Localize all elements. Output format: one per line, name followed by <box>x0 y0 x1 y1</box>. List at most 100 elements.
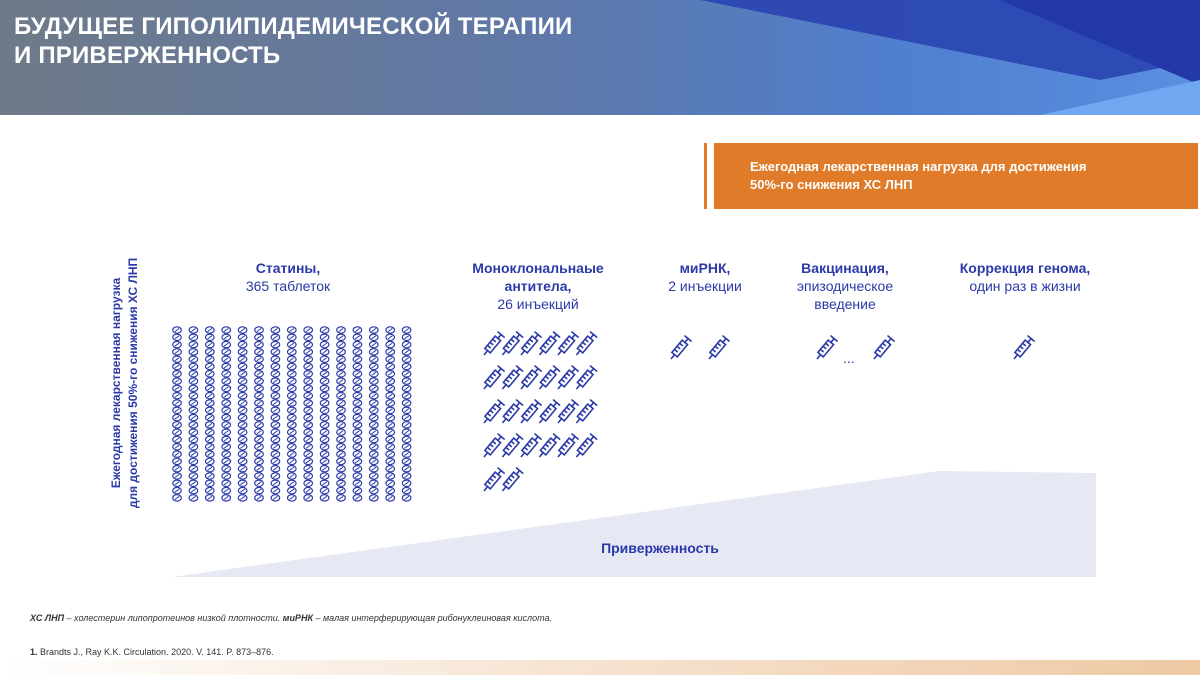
pill-icon <box>204 464 215 473</box>
pill-icon <box>286 362 297 371</box>
pill-icon <box>237 428 248 437</box>
syringe-icon <box>502 331 524 356</box>
pill-icon <box>221 450 232 458</box>
pill-icon <box>336 486 346 495</box>
pill-icon <box>270 369 281 378</box>
pill-icon <box>172 362 182 371</box>
pill-icon <box>270 494 281 502</box>
syringe-icon <box>502 365 524 390</box>
pill-icon <box>336 494 346 502</box>
pill-icon <box>368 421 379 429</box>
pill-icon <box>188 355 199 364</box>
pill-icon <box>303 421 314 429</box>
pill-icon <box>352 348 363 356</box>
pill-icon <box>319 486 330 495</box>
pill-icon <box>319 464 330 473</box>
syringe-icon <box>502 399 524 424</box>
pill-icon <box>368 377 379 385</box>
pill-icon <box>286 443 297 451</box>
pill-icon <box>172 421 182 429</box>
category-sirna: миРНК, 2 инъекции <box>668 260 742 294</box>
pill-icon <box>172 472 182 480</box>
pill-icon <box>270 428 281 437</box>
syringe-icon <box>539 365 561 390</box>
pill-icon <box>336 377 346 385</box>
pill-icon <box>254 362 264 371</box>
pill-icon <box>286 421 297 429</box>
pill-icon <box>172 384 182 393</box>
pill-icon <box>270 326 281 334</box>
pill-icon <box>286 486 297 495</box>
pill-icon <box>401 479 412 488</box>
pill-icon <box>352 479 363 488</box>
pill-icon <box>303 362 314 371</box>
pill-icon <box>319 377 330 385</box>
pill-icon <box>385 391 396 400</box>
pill-icon <box>221 369 232 378</box>
pill-icon <box>385 377 396 385</box>
pill-icon <box>368 413 379 422</box>
syringe-icon <box>708 335 730 360</box>
pill-icon <box>319 443 330 451</box>
adherence-label: Приверженность <box>601 540 719 556</box>
pill-icon <box>254 399 264 407</box>
pill-icon <box>336 406 346 415</box>
pill-icon <box>254 413 264 422</box>
pill-icon <box>172 486 182 495</box>
pill-icon <box>368 384 379 393</box>
syringe-icon <box>576 399 598 424</box>
pill-icon <box>221 384 232 393</box>
pill-icon <box>319 369 330 378</box>
pill-icon <box>188 377 199 385</box>
pill-icon <box>188 435 199 444</box>
pill-icon <box>172 399 182 407</box>
pill-icon <box>237 486 248 495</box>
pill-icon <box>188 494 199 502</box>
pill-icon <box>336 421 346 429</box>
pill-icon <box>401 399 412 407</box>
pill-icon <box>385 340 396 349</box>
pills-grid <box>172 326 412 502</box>
pill-icon <box>188 384 199 393</box>
pill-icon <box>385 369 396 378</box>
syringe-icon <box>520 399 542 424</box>
pill-icon <box>368 333 379 342</box>
pill-icon <box>254 348 264 356</box>
pill-icon <box>401 450 412 458</box>
syringe-icon <box>520 433 542 458</box>
pill-icon <box>336 340 346 349</box>
pill-icon <box>336 435 346 444</box>
pill-icon <box>385 413 396 422</box>
header-banner: БУДУЩЕЕ ГИПОЛИПИДЕМИЧЕСКОЙ ТЕРАПИИ И ПРИ… <box>0 0 1200 115</box>
pill-icon <box>401 435 412 444</box>
syringe-icon <box>502 467 524 492</box>
pill-icon <box>237 362 248 371</box>
pill-icon <box>303 450 314 458</box>
pill-icon <box>221 391 232 400</box>
pill-icon <box>172 428 182 437</box>
pill-icon <box>401 362 412 371</box>
pill-icon <box>303 377 314 385</box>
syringe-icon <box>502 433 524 458</box>
pill-icon <box>385 479 396 488</box>
pill-icon <box>385 384 396 393</box>
pill-icon <box>319 391 330 400</box>
page-title: БУДУЩЕЕ ГИПОЛИПИДЕМИЧЕСКОЙ ТЕРАПИИ И ПРИ… <box>14 13 573 69</box>
pill-icon <box>221 413 232 422</box>
pill-icon <box>270 479 281 488</box>
pill-icon <box>401 348 412 356</box>
pill-icon <box>336 457 346 466</box>
pill-icon <box>204 377 215 385</box>
pill-icon <box>270 464 281 473</box>
pill-icon <box>270 435 281 444</box>
pill-icon <box>352 464 363 473</box>
syringe-icon <box>483 365 505 390</box>
pill-icon <box>303 391 314 400</box>
pill-icon <box>303 435 314 444</box>
pill-icon <box>270 333 281 342</box>
pill-icon <box>270 348 281 356</box>
pill-icon <box>303 369 314 378</box>
pill-icon <box>254 421 264 429</box>
syringe-icon <box>1013 335 1035 360</box>
